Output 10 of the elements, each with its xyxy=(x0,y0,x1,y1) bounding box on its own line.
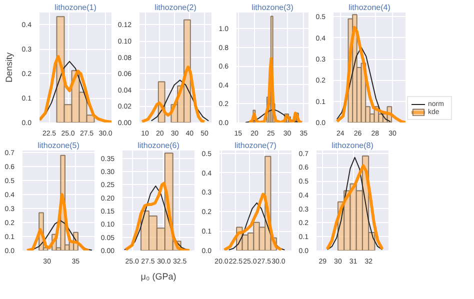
chart-title: lithozone(2) xyxy=(154,3,197,12)
x-axis-title: μ₀ (GPa) xyxy=(140,272,176,282)
y-axis-title: Density xyxy=(4,52,14,83)
chart-title: lithozone(5) xyxy=(38,141,80,150)
chart-title: lithozone(6) xyxy=(138,141,180,150)
chart-title: lithozone(3) xyxy=(252,3,294,12)
chart-title: lithozone(8) xyxy=(332,141,374,150)
chart-title: lithozone(1) xyxy=(54,3,97,12)
chart-title: lithozone(4) xyxy=(348,3,391,12)
chart-title: lithozone(7) xyxy=(234,141,277,150)
